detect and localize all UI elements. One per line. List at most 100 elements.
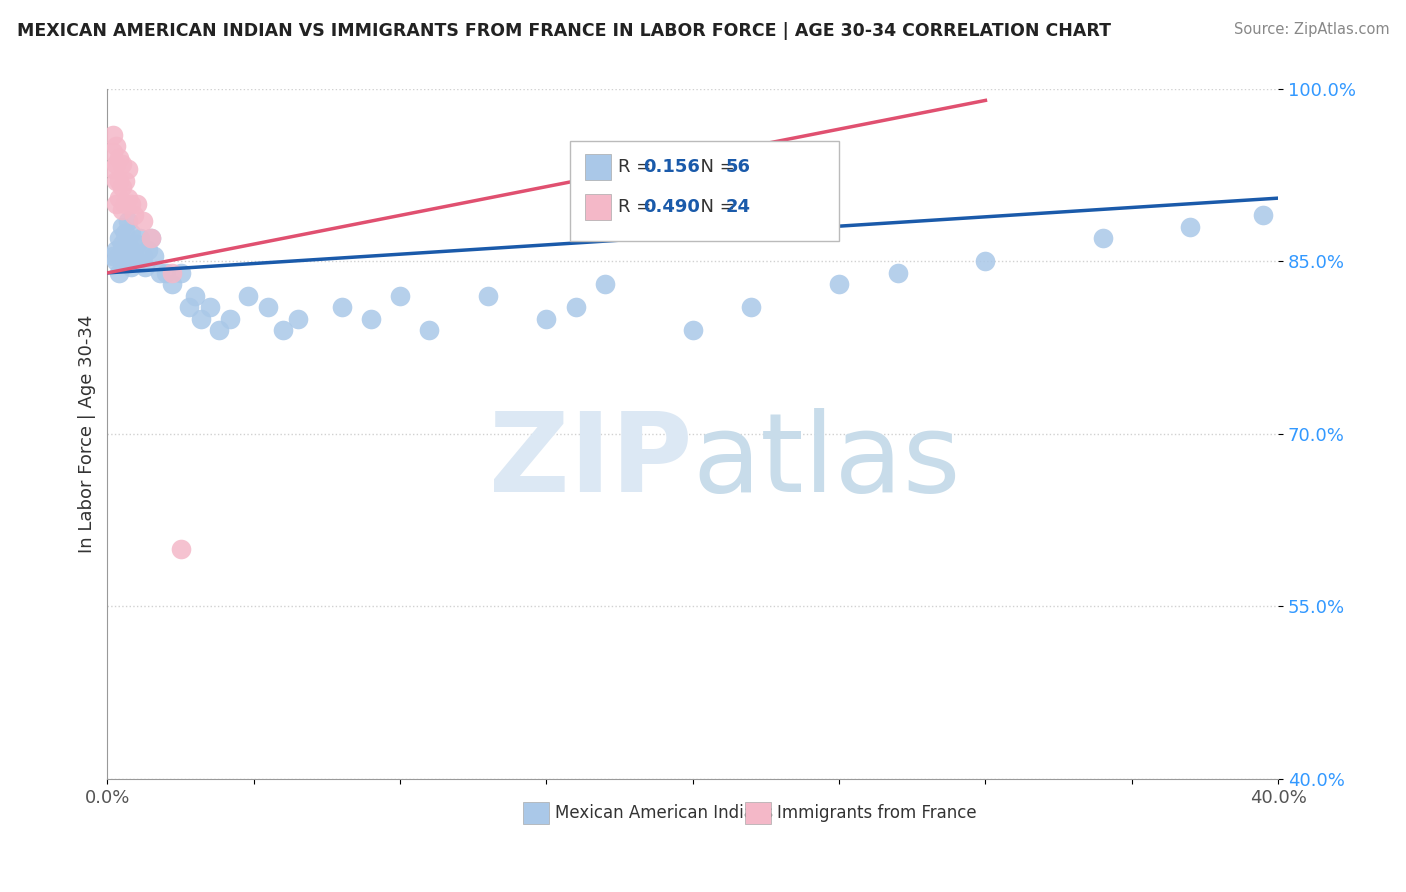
Point xyxy=(271,323,294,337)
Point xyxy=(287,311,309,326)
Point xyxy=(477,289,499,303)
Point xyxy=(149,266,172,280)
Point xyxy=(117,254,139,268)
Point xyxy=(105,254,128,268)
Point xyxy=(120,243,142,257)
Point xyxy=(105,243,128,257)
Point xyxy=(160,266,183,280)
Text: 0.156: 0.156 xyxy=(644,158,700,176)
Point xyxy=(1091,231,1114,245)
Point xyxy=(122,208,145,222)
Point xyxy=(184,289,207,303)
Point xyxy=(103,128,125,142)
Point xyxy=(103,249,125,263)
Point xyxy=(120,197,142,211)
Point xyxy=(125,237,148,252)
Point xyxy=(108,174,131,188)
Point xyxy=(111,156,134,170)
Text: MEXICAN AMERICAN INDIAN VS IMMIGRANTS FROM FRANCE IN LABOR FORCE | AGE 30-34 COR: MEXICAN AMERICAN INDIAN VS IMMIGRANTS FR… xyxy=(17,22,1111,40)
Point xyxy=(190,311,212,326)
Text: 56: 56 xyxy=(725,158,751,176)
Point xyxy=(117,237,139,252)
Text: R =: R = xyxy=(617,198,657,216)
Point xyxy=(108,231,131,245)
Point xyxy=(114,174,136,188)
Point xyxy=(1253,208,1275,222)
Point xyxy=(111,179,134,194)
Bar xyxy=(745,802,772,823)
Point xyxy=(114,226,136,240)
Text: Mexican American Indians: Mexican American Indians xyxy=(554,804,773,822)
Point xyxy=(389,289,412,303)
Text: Source: ZipAtlas.com: Source: ZipAtlas.com xyxy=(1233,22,1389,37)
Point xyxy=(108,266,131,280)
Point xyxy=(111,219,134,234)
Point xyxy=(1180,219,1202,234)
Point xyxy=(128,231,150,245)
Point xyxy=(125,197,148,211)
Point xyxy=(114,197,136,211)
Point xyxy=(117,214,139,228)
Point xyxy=(257,301,280,315)
Point xyxy=(169,266,191,280)
Point xyxy=(141,231,163,245)
Point xyxy=(155,266,177,280)
Point xyxy=(418,323,440,337)
Point xyxy=(131,214,153,228)
Point xyxy=(105,156,128,170)
Point xyxy=(111,254,134,268)
Point xyxy=(360,311,382,326)
Point xyxy=(108,191,131,205)
Point xyxy=(108,249,131,263)
Point xyxy=(117,162,139,177)
Point xyxy=(593,277,616,292)
Point xyxy=(105,139,128,153)
Text: Immigrants from France: Immigrants from France xyxy=(778,804,977,822)
Text: 0.490: 0.490 xyxy=(644,198,700,216)
Point xyxy=(564,301,586,315)
Bar xyxy=(523,802,548,823)
Point xyxy=(207,323,229,337)
Point xyxy=(114,249,136,263)
Point xyxy=(886,266,908,280)
Point xyxy=(141,231,163,245)
Point xyxy=(134,260,156,274)
Point xyxy=(103,162,125,177)
Point xyxy=(117,191,139,205)
Y-axis label: In Labor Force | Age 30-34: In Labor Force | Age 30-34 xyxy=(79,315,96,553)
Point xyxy=(974,254,997,268)
Point xyxy=(108,151,131,165)
Point xyxy=(122,249,145,263)
Point xyxy=(682,323,704,337)
Point xyxy=(138,243,160,257)
Point xyxy=(740,301,762,315)
Point xyxy=(105,174,128,188)
Text: atlas: atlas xyxy=(693,408,962,515)
Point xyxy=(120,260,142,274)
Text: R =: R = xyxy=(617,158,657,176)
Text: N =: N = xyxy=(689,198,741,216)
Point xyxy=(828,277,851,292)
FancyBboxPatch shape xyxy=(569,141,839,241)
Point xyxy=(160,277,183,292)
Bar xyxy=(585,194,610,220)
Point xyxy=(198,301,221,315)
Point xyxy=(536,311,558,326)
Point xyxy=(125,254,148,268)
Text: 24: 24 xyxy=(725,198,751,216)
Point xyxy=(103,145,125,160)
Point xyxy=(179,301,201,315)
Point xyxy=(219,311,242,326)
Point xyxy=(111,237,134,252)
Point xyxy=(236,289,259,303)
Point xyxy=(169,541,191,556)
Point xyxy=(105,197,128,211)
Text: N =: N = xyxy=(689,158,741,176)
Point xyxy=(330,301,353,315)
Point xyxy=(143,249,166,263)
Point xyxy=(120,226,142,240)
Bar xyxy=(585,153,610,180)
Text: ZIP: ZIP xyxy=(489,408,693,515)
Point xyxy=(131,249,153,263)
Point xyxy=(111,202,134,217)
